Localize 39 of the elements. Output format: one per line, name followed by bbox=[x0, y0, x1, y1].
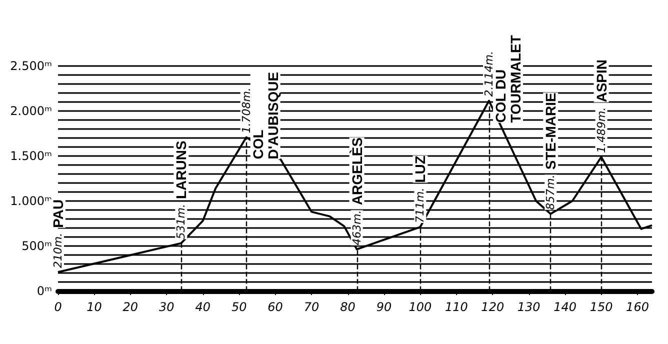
y-tick-label: 2.000ᵐ bbox=[10, 104, 52, 118]
annotation: 1.489m. bbox=[594, 107, 608, 153]
annotation: LARUNS bbox=[173, 140, 190, 200]
x-tick-label: 100 bbox=[408, 300, 432, 314]
x-tick-label: 50 bbox=[231, 300, 248, 314]
x-tick-label: 140 bbox=[554, 300, 577, 314]
x-tick-label: 0 bbox=[54, 300, 62, 314]
annotation: STE-MARIE bbox=[542, 92, 559, 170]
annotation: 531m. bbox=[174, 204, 188, 240]
annotation: LUZ bbox=[412, 155, 428, 183]
annotation: ASPIN bbox=[593, 59, 610, 102]
annotation: 463m. bbox=[350, 210, 364, 246]
y-tick-label: 1.000ᵐ bbox=[10, 194, 52, 208]
x-tick-label: 70 bbox=[304, 300, 320, 314]
annotation: 210m. bbox=[52, 232, 64, 268]
annotation: 857m. bbox=[544, 174, 558, 210]
annotation: COL DU TOURMALET bbox=[492, 34, 524, 123]
x-tick-label: 160 bbox=[626, 300, 650, 314]
annotation: ARGELÈS bbox=[348, 137, 365, 206]
x-tick-label: 60 bbox=[268, 300, 284, 314]
x-tick-label: 40 bbox=[195, 300, 211, 314]
annotation: 711m. bbox=[414, 188, 427, 224]
annotation: 1.708m. bbox=[240, 88, 253, 134]
x-tick-label: 80 bbox=[340, 300, 356, 314]
x-tick-label: 150 bbox=[590, 300, 614, 314]
x-tick-label: 90 bbox=[376, 300, 392, 314]
x-tick-label: 30 bbox=[159, 300, 175, 314]
annotation: PAU bbox=[50, 199, 66, 228]
y-tick-label: 500ᵐ bbox=[22, 239, 52, 253]
x-tick-label: 10 bbox=[86, 300, 102, 314]
x-tick-label: 120 bbox=[481, 300, 504, 314]
y-tick-label: 2.500ᵐ bbox=[10, 59, 52, 73]
annotation: COL D'AUBISQUE bbox=[250, 72, 281, 160]
y-tick-label: 0ᵐ bbox=[36, 284, 52, 298]
annotation: 2.114m. bbox=[482, 51, 496, 97]
x-tick-label: 20 bbox=[122, 300, 138, 314]
x-tick-label: 130 bbox=[517, 300, 541, 314]
x-tick-label: 110 bbox=[444, 300, 468, 314]
y-tick-label: 1.500ᵐ bbox=[10, 149, 52, 163]
